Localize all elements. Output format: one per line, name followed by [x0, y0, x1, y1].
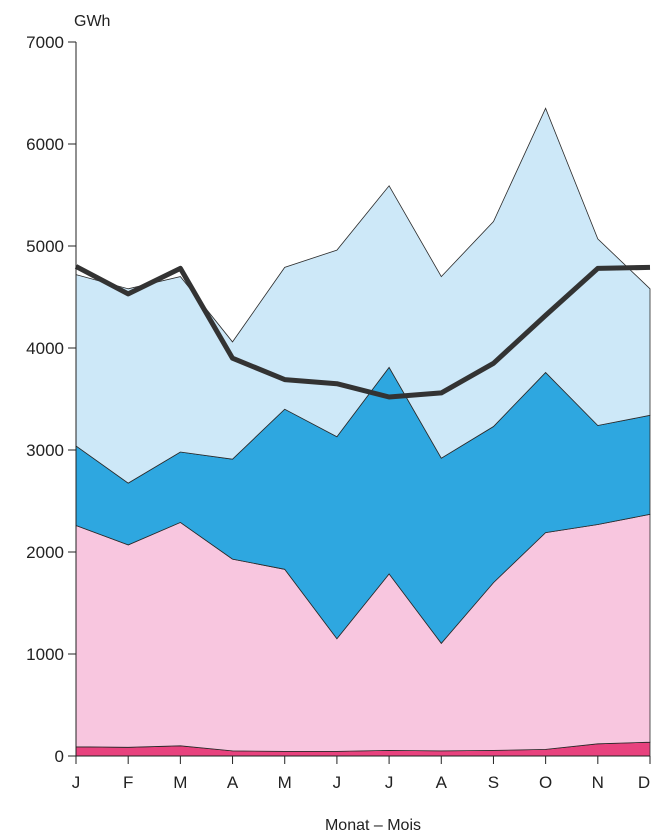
x-axis-label: Monat – Mois: [325, 817, 421, 834]
x-tick-label: A: [227, 773, 239, 792]
y-tick-label: 2000: [26, 543, 64, 562]
y-tick-label: 3000: [26, 441, 64, 460]
y-tick-label: 6000: [26, 135, 64, 154]
x-tick-label: S: [488, 773, 499, 792]
x-tick-label: A: [436, 773, 448, 792]
axes-group: 0 1000 2000 3000 4000 5000 6000 7000 J F M A M J J A S O…: [26, 13, 651, 834]
x-tick-label: M: [278, 773, 292, 792]
y-tick-label: 1000: [26, 645, 64, 664]
line-series: [74, 264, 651, 400]
x-tick-label: O: [539, 773, 552, 792]
x-tick-label: N: [592, 773, 604, 792]
y-axis-label: GWh: [74, 13, 110, 30]
x-tick-label: J: [333, 773, 342, 792]
line-series-group: [74, 264, 651, 400]
y-tick-label: 5000: [26, 237, 64, 256]
y-tick-label: 7000: [26, 33, 64, 52]
area-series-4: [75, 107, 651, 484]
y-tick-label: 0: [55, 747, 64, 766]
x-tick-label: M: [173, 773, 187, 792]
x-tick-label: J: [385, 773, 394, 792]
x-tick-label: F: [123, 773, 133, 792]
y-ticks: 0 1000 2000 3000 4000 5000 6000 7000: [26, 33, 76, 766]
x-tick-label: D: [638, 773, 650, 792]
area-series-group: [75, 107, 651, 757]
y-tick-label: 4000: [26, 339, 64, 358]
x-tick-label: J: [72, 773, 81, 792]
